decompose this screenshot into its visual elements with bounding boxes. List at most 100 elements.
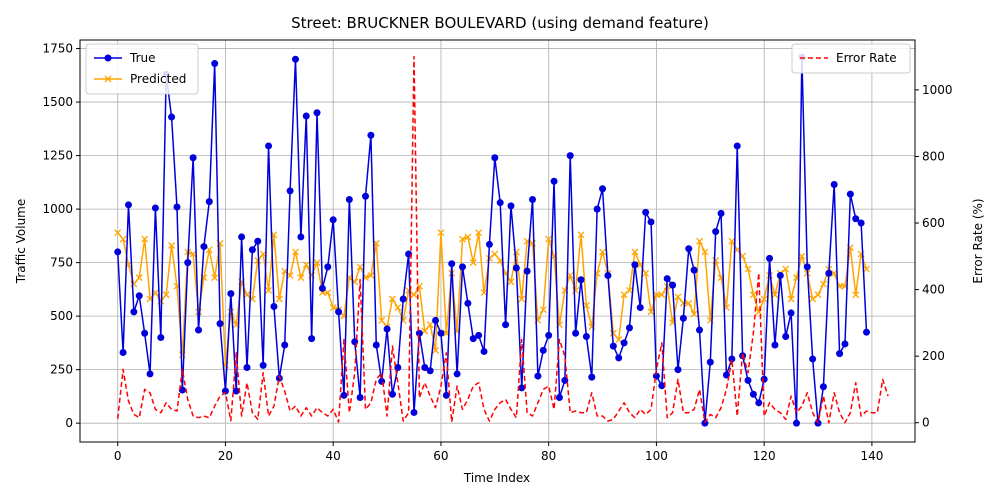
legend-entry: Predicted: [94, 72, 186, 86]
data-point: [232, 387, 240, 395]
data-point: [356, 393, 364, 401]
data-point: [378, 377, 386, 385]
data-point: [760, 375, 768, 383]
data-point: [696, 326, 704, 334]
data-point: [582, 332, 590, 340]
data-point: [588, 373, 596, 381]
data-point: [846, 190, 854, 198]
data-point: [162, 291, 170, 299]
data-point: [480, 289, 488, 297]
legend-label: Predicted: [130, 72, 186, 86]
y-left-tick-label: 1250: [42, 149, 73, 163]
data-point: [464, 299, 472, 307]
data-point: [324, 289, 332, 297]
data-point: [453, 370, 461, 378]
data-point: [254, 257, 262, 264]
series-true: [114, 53, 871, 427]
legend-right: Error Rate: [791, 43, 911, 74]
data-point: [141, 329, 149, 337]
data-point: [238, 233, 246, 241]
legend-label: True: [129, 51, 156, 65]
legend-entry: Error Rate: [800, 51, 897, 65]
y-axis-left: 0 250 500 750 1000 1250 1500 1750: [42, 42, 80, 430]
data-point: [782, 265, 790, 273]
data-point: [329, 216, 337, 224]
data-point: [766, 254, 774, 262]
data-point: [227, 290, 235, 298]
data-point: [297, 233, 305, 241]
data-point: [211, 274, 219, 282]
data-point: [582, 301, 590, 309]
data-point: [189, 250, 197, 258]
data-point: [733, 142, 741, 150]
data-point: [248, 246, 256, 254]
data-point: [195, 326, 203, 334]
data-point: [415, 329, 423, 337]
data-point: [437, 229, 445, 237]
data-point: [130, 308, 138, 316]
data-point: [367, 131, 375, 139]
legend-box: [791, 43, 911, 74]
data-point: [809, 295, 817, 303]
data-point: [254, 237, 262, 245]
data-point: [771, 341, 779, 349]
data-point: [852, 215, 860, 223]
data-point: [712, 228, 720, 236]
data-point: [475, 331, 483, 339]
data-point: [426, 367, 434, 375]
y-right-tick-label: 1000: [922, 83, 953, 97]
x-tick-label: 0: [114, 449, 122, 463]
data-point: [151, 204, 159, 212]
data-point: [636, 304, 644, 312]
series-line: [116, 55, 889, 424]
data-point: [426, 321, 434, 329]
y-axis-right: 0 200 400 600 800 1000: [915, 83, 953, 430]
data-point: [297, 274, 305, 282]
y-left-tick-label: 0: [65, 416, 73, 430]
data-point: [631, 261, 639, 269]
data-point: [717, 209, 725, 217]
y-left-tick-label: 250: [50, 363, 73, 377]
data-point: [491, 250, 499, 258]
data-point: [652, 291, 660, 299]
y-left-tick-label: 750: [50, 256, 73, 270]
y-right-tick-label: 400: [922, 283, 945, 297]
data-point: [200, 243, 208, 251]
data-point: [852, 291, 860, 299]
data-point: [313, 259, 321, 267]
data-point: [749, 291, 757, 299]
data-point: [685, 245, 693, 253]
data-point: [265, 286, 273, 294]
data-point: [771, 291, 779, 299]
data-point: [318, 284, 326, 292]
data-point: [184, 259, 192, 267]
data-point: [792, 419, 800, 427]
data-point: [205, 198, 213, 206]
data-point: [857, 219, 865, 227]
data-point: [620, 339, 628, 347]
data-point: [647, 308, 655, 316]
data-point: [690, 266, 698, 274]
data-point: [464, 233, 472, 241]
y-left-tick-label: 1500: [42, 95, 73, 109]
data-point: [491, 154, 499, 162]
y-left-tick-label: 1750: [42, 42, 73, 56]
data-point: [609, 342, 617, 350]
y-left-tick-label: 500: [50, 309, 73, 323]
legend-box: [85, 43, 199, 95]
data-point: [615, 354, 623, 362]
data-point: [281, 341, 289, 349]
x-tick-label: 60: [433, 449, 448, 463]
data-point: [825, 269, 833, 277]
data-point: [437, 329, 445, 337]
data-point: [270, 303, 278, 311]
data-point: [658, 291, 666, 299]
data-point: [674, 366, 682, 374]
y-right-tick-label: 600: [922, 216, 945, 230]
data-point: [830, 269, 838, 277]
data-point: [803, 263, 811, 271]
data-point: [566, 152, 574, 160]
data-point: [141, 235, 149, 243]
data-point: [545, 331, 553, 339]
